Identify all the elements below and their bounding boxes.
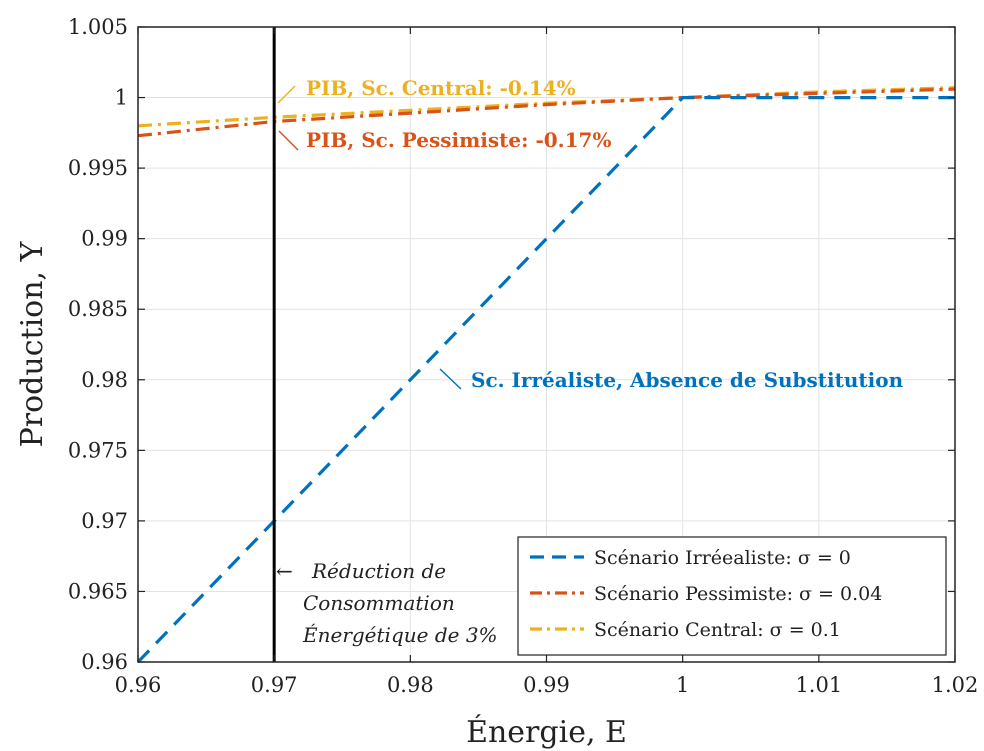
annotation-reduction-line-1: Réduction de [311, 559, 446, 583]
legend: Scénario Irréealiste: σ = 0 Scénario Pes… [517, 536, 947, 656]
y-tick-label: 0.975 [68, 438, 128, 462]
y-tick-label: 0.96 [81, 650, 128, 674]
y-tick-label: 1.005 [68, 15, 128, 39]
y-tick-label: 1 [115, 86, 128, 110]
annotation-irrealiste: Sc. Irréaliste, Absence de Substitution [471, 368, 904, 392]
legend-box [517, 536, 947, 656]
annotation-reduction-line-3: Énergétique de 3% [302, 623, 498, 647]
legend-entry-irrealiste: Scénario Irréealiste: σ = 0 [594, 547, 851, 569]
annotation-reduction-arrow-icon: ← [276, 559, 293, 583]
x-tick-label: 0.96 [115, 673, 162, 697]
annotation-reduction-line-2: Consommation [303, 591, 455, 615]
x-tick-label: 0.98 [387, 673, 434, 697]
y-tick-label: 0.97 [81, 509, 128, 533]
annotation-pessimiste-pointer [278, 130, 299, 151]
x-tick-label: 1.02 [932, 673, 979, 697]
y-tick-label: 0.985 [68, 297, 128, 321]
legend-entry-central: Scénario Central: σ = 0.1 [594, 619, 841, 641]
annotation-central-pointer [277, 85, 296, 104]
ticks: 0.96 0.97 0.98 0.99 1 1.01 1.02 0.96 0.965 0.97 0.… [68, 15, 979, 697]
legend-entry-pessimiste: Scénario Pessimiste: σ = 0.04 [594, 583, 882, 605]
y-tick-label: 0.995 [68, 156, 128, 180]
x-axis-label: Énergie, E [466, 714, 627, 750]
y-tick-label: 0.965 [68, 579, 128, 603]
x-tick-label: 0.99 [523, 673, 570, 697]
annotation-central: PIB, Sc. Central: -0.14% [306, 76, 576, 100]
x-tick-label: 1 [676, 673, 689, 697]
annotations: PIB, Sc. Central: -0.14% PIB, Sc. Pessim… [276, 76, 904, 647]
annotation-irrealiste-pointer [439, 368, 462, 390]
x-tick-label: 0.97 [251, 673, 298, 697]
y-tick-label: 0.98 [81, 368, 128, 392]
x-tick-label: 1.01 [795, 673, 842, 697]
annotation-pessimiste: PIB, Sc. Pessimiste: -0.17% [306, 128, 611, 152]
y-tick-label: 0.99 [81, 227, 128, 251]
y-axis-label: Production, Y [15, 240, 50, 447]
